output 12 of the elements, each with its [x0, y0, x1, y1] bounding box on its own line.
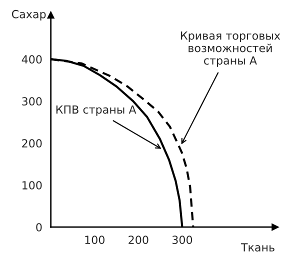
y-tick-label: 0: [36, 223, 42, 232]
x-tick-label: 300: [172, 236, 192, 244]
y-tick-label: 300: [22, 97, 42, 106]
x-tick-label: 200: [128, 236, 148, 244]
y-tick-label: 400: [22, 55, 42, 64]
x-tick-label: 100: [85, 236, 104, 244]
y-axis-title: Сахар: [12, 10, 46, 20]
y-tick-label: 200: [22, 139, 42, 148]
x-axis-title: Ткань: [240, 243, 274, 252]
annotation: Кривая торговых возможностей страны A: [181, 32, 280, 67]
y-tick-label: 100: [22, 181, 42, 190]
annotation: КПВ страны A: [56, 105, 136, 116]
